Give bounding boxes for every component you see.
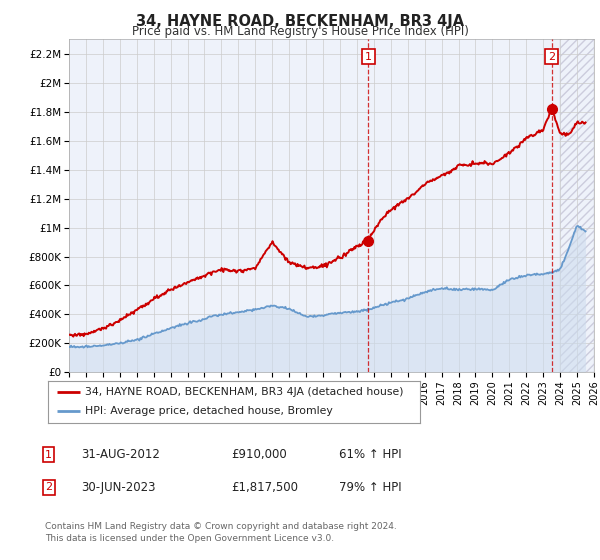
- Text: £910,000: £910,000: [231, 448, 287, 461]
- Text: 61% ↑ HPI: 61% ↑ HPI: [339, 448, 401, 461]
- Text: 31-AUG-2012: 31-AUG-2012: [81, 448, 160, 461]
- Text: 34, HAYNE ROAD, BECKENHAM, BR3 4JA (detached house): 34, HAYNE ROAD, BECKENHAM, BR3 4JA (deta…: [85, 387, 404, 397]
- Text: 30-JUN-2023: 30-JUN-2023: [81, 480, 155, 494]
- Text: 34, HAYNE ROAD, BECKENHAM, BR3 4JA: 34, HAYNE ROAD, BECKENHAM, BR3 4JA: [136, 14, 464, 29]
- Text: HPI: Average price, detached house, Bromley: HPI: Average price, detached house, Brom…: [85, 407, 333, 417]
- Text: 1: 1: [45, 450, 52, 460]
- Text: 2: 2: [45, 482, 52, 492]
- Text: £1,817,500: £1,817,500: [231, 480, 298, 494]
- Text: Price paid vs. HM Land Registry's House Price Index (HPI): Price paid vs. HM Land Registry's House …: [131, 25, 469, 38]
- Text: 79% ↑ HPI: 79% ↑ HPI: [339, 480, 401, 494]
- Text: 2: 2: [548, 52, 555, 62]
- Text: Contains HM Land Registry data © Crown copyright and database right 2024.
This d: Contains HM Land Registry data © Crown c…: [45, 522, 397, 543]
- Text: 1: 1: [365, 52, 372, 62]
